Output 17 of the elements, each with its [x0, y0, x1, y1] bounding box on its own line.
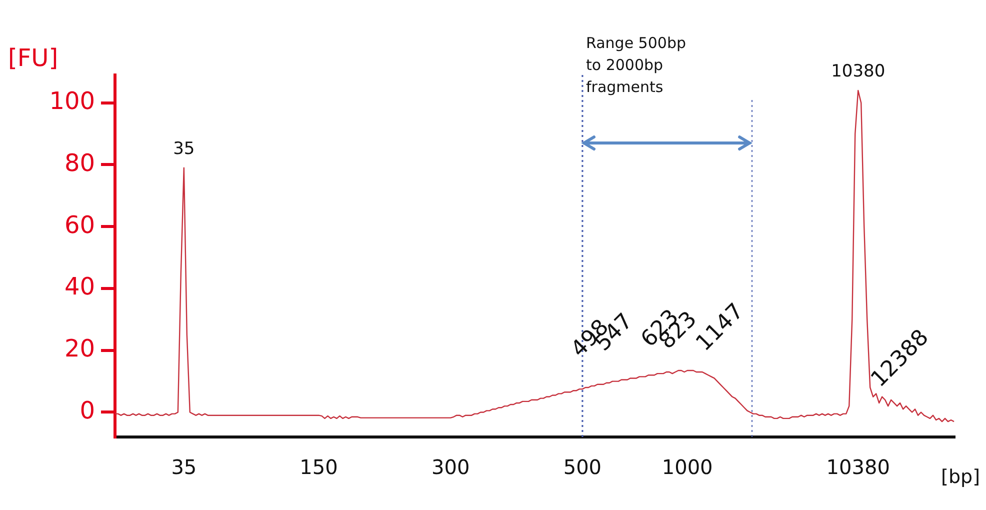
x-tick-label: 35 — [171, 455, 197, 480]
y-axis-title: [FU] — [8, 44, 58, 72]
annotation: 35 — [173, 138, 195, 159]
y-tick-label: 40 — [64, 272, 95, 301]
x-tick-label: 1000 — [662, 455, 713, 480]
annotation: Range 500bp to 2000bp fragments — [586, 34, 686, 96]
x-axis-title: [bp] — [941, 466, 980, 488]
x-tick-label: 10380 — [826, 455, 890, 480]
x-tick-label: 150 — [300, 455, 338, 480]
annotation: 10380 — [831, 61, 886, 82]
y-tick-label: 100 — [49, 87, 95, 116]
x-tick-label: 500 — [563, 455, 602, 480]
x-tick-label: 300 — [432, 455, 470, 480]
y-tick-label: 80 — [64, 148, 95, 177]
y-tick-label: 20 — [64, 334, 95, 363]
y-tick-label: 0 — [80, 396, 95, 424]
y-tick-label: 60 — [64, 210, 95, 239]
